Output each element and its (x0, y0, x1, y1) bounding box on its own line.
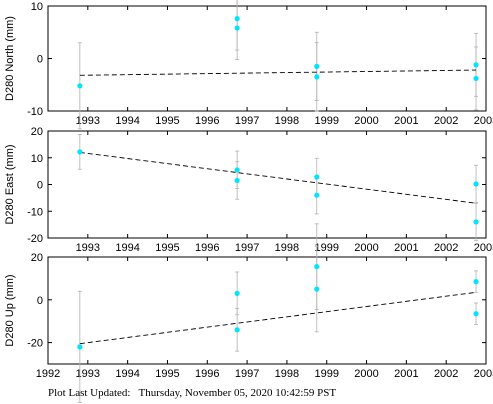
panel-2-data-point (473, 181, 479, 187)
panel-2-xtick-label: 2000 (354, 242, 378, 254)
panel-1-ylabel: D280 North (mm) (4, 16, 16, 101)
panel-3-data-point (473, 311, 479, 317)
panel-2-xtick-label: 1999 (314, 242, 338, 254)
panel-3-frame (47, 256, 487, 365)
panel-1-ytick-label: 10 (31, 1, 43, 13)
panel-2-xtick-label: 1997 (235, 242, 259, 254)
panel-3-xtick-label: 1997 (235, 368, 259, 380)
panel-1-frame (47, 5, 487, 112)
panel-3-trend-line (79, 291, 477, 345)
panel-1-trend-line (79, 69, 477, 76)
panel-3-ytick-label: 20 (31, 252, 43, 264)
panel-3-data-point (314, 264, 320, 270)
panel-3-xtick-label: 1992 (36, 368, 60, 380)
panel-2-xtick-label: 2001 (394, 242, 418, 254)
panel-2-data-point (473, 219, 479, 225)
panel-1-xtick-label: 2001 (394, 115, 418, 127)
panel-2-frame (47, 130, 487, 239)
panel-3-xtick-label: 2002 (434, 368, 458, 380)
panel-2-xtick-label: 1993 (76, 242, 100, 254)
panel-2-ytick-label: -20 (27, 233, 43, 245)
panel-3-data-point (77, 344, 83, 350)
panel-3-xtick-label: 2001 (394, 368, 418, 380)
panel-3-ylabel: D280 Up (mm) (4, 274, 16, 346)
panel-1-xtick-label: 1996 (195, 115, 219, 127)
panel-3-data-point (473, 279, 479, 285)
panel-3-ytick-label: 0 (37, 295, 43, 307)
panel-1-xtick-label: 1997 (235, 115, 259, 127)
panel-2-ylabel: D280 East (mm) (4, 144, 16, 224)
panel-2-xtick-label: 2003 (474, 242, 493, 254)
panel-1-data-point (314, 63, 320, 69)
panel-3-ytick-label: -20 (27, 338, 43, 350)
panel-3-xtick-label: 1996 (195, 368, 219, 380)
panel-1-data-point (473, 62, 479, 68)
panel-2-xtick-label: 1995 (155, 242, 179, 254)
panel-3-xtick-label: 1998 (275, 368, 299, 380)
panel-2-data-point (77, 149, 83, 155)
panel-2-xtick-label: 1994 (115, 242, 139, 254)
panel-1-xtick-label: 2003 (474, 115, 493, 127)
panel-1-data-point (234, 25, 240, 31)
panel-2-data-point (314, 174, 320, 180)
panel-2-xtick-label: 1996 (195, 242, 219, 254)
panel-3-xtick-label: 1994 (115, 368, 139, 380)
panel-1-xtick-label: 2000 (354, 115, 378, 127)
panel-2-ytick-label: 10 (31, 153, 43, 165)
panel-1-data-point (314, 74, 320, 80)
plot-last-updated: Plot Last Updated: Thursday, November 05… (48, 387, 337, 399)
panel-1-xtick-label: 1993 (76, 115, 100, 127)
panel-2-ytick-label: 20 (31, 126, 43, 138)
panel-2-data-point (234, 167, 240, 173)
panel-2-trend-line (79, 151, 477, 204)
panel-2-xtick-label: 1998 (275, 242, 299, 254)
panel-3-xtick-label: 1995 (155, 368, 179, 380)
panel-2-xtick-label: 2002 (434, 242, 458, 254)
panel-2-ytick-label: -10 (27, 206, 43, 218)
panel-1-xtick-label: 2002 (434, 115, 458, 127)
panel-3-xtick-label: 2000 (354, 368, 378, 380)
panel-3-xtick-label: 1993 (76, 368, 100, 380)
panel-1-data-point (234, 16, 240, 22)
panel-1-xtick-label: 1994 (115, 115, 139, 127)
panel-3-data-point (314, 286, 320, 292)
panel-2-ytick-label: 0 (37, 180, 43, 192)
panel-3-xtick-label: 1999 (314, 368, 338, 380)
panel-1-xtick-label: 1998 (275, 115, 299, 127)
panel-2-data-point (234, 177, 240, 184)
panel-2-data-point (314, 192, 320, 198)
panel-1-ytick-label: -10 (27, 106, 43, 118)
panel-3-xtick-label: 2003 (474, 368, 493, 380)
panel-1-data-point (77, 83, 83, 89)
panel-1-ytick-label: 0 (37, 54, 43, 66)
panel-1-data-point (473, 75, 479, 82)
panel-3-data-point (234, 327, 240, 333)
panel-1-xtick-label: 1995 (155, 115, 179, 127)
panel-1-xtick-label: 1999 (314, 115, 338, 127)
panel-3-data-point (234, 290, 240, 296)
